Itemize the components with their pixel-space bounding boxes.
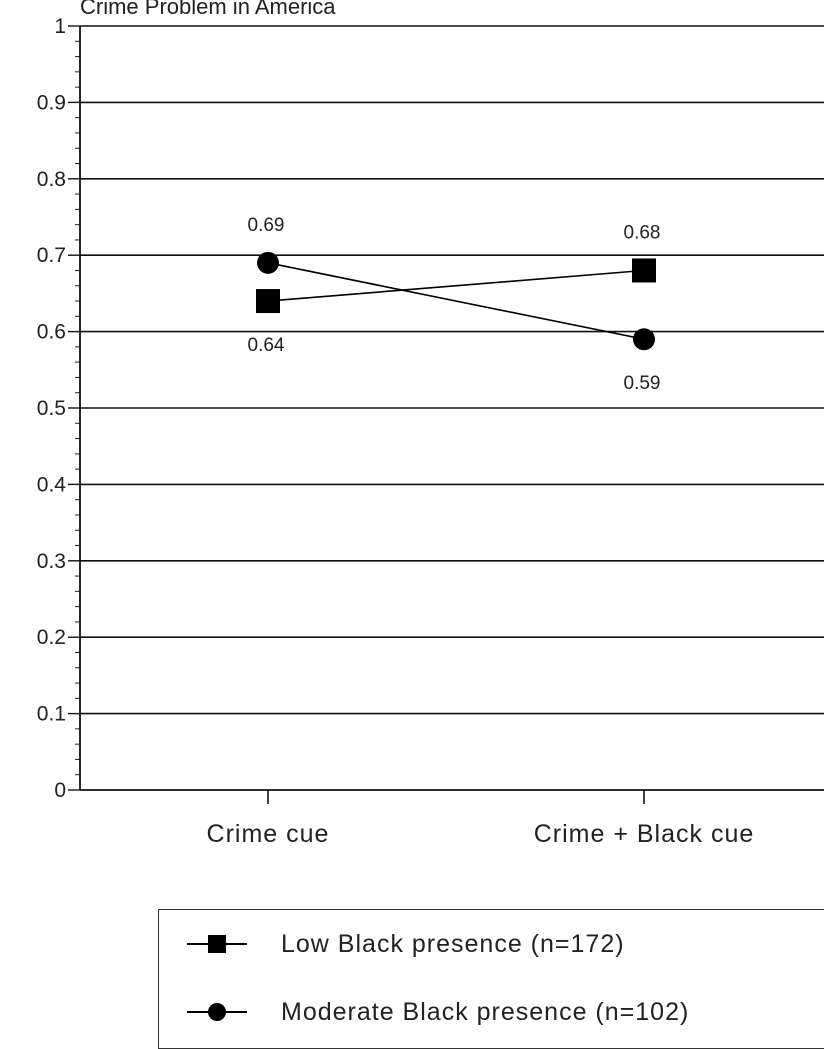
legend-label-moderate: Moderate Black presence (n=102) [281, 997, 690, 1026]
y-tick-label: 0 [54, 779, 66, 802]
circle-marker [257, 251, 279, 274]
gridlines [80, 25, 824, 715]
y-tick-label: 0.1 [37, 703, 66, 726]
series-line [267, 262, 645, 341]
x-tick-label: Crime cue [207, 820, 330, 848]
legend: Low Black presence (n=172) Moderate Blac… [158, 909, 824, 1049]
series-line [267, 269, 645, 302]
legend-item-moderate: Moderate Black presence (n=102) [187, 992, 689, 1032]
square-marker [632, 258, 656, 283]
legend-label-low: Low Black presence (n=172) [281, 929, 625, 958]
data-label: 0.69 [248, 215, 285, 236]
x-tick-label: Crime + Black cue [534, 820, 755, 848]
y-tick-label: 0.7 [37, 244, 66, 267]
series [256, 251, 656, 351]
legend-square-marker-icon [187, 924, 247, 964]
data-label: 0.64 [248, 335, 285, 356]
x-tick-labels: Crime cue Crime + Black cue [207, 820, 755, 848]
data-labels: 0.64 0.68 0.69 0.59 [248, 215, 661, 394]
y-tick-label: 1 [54, 15, 66, 38]
legend-item-low: Low Black presence (n=172) [187, 924, 625, 964]
y-tick-label: 0.6 [37, 321, 66, 344]
circle-marker [633, 328, 655, 351]
axes [68, 25, 824, 804]
y-tick-label: 0.9 [37, 91, 66, 114]
y-tick-label: 0.2 [37, 626, 66, 649]
y-tick-labels: 0 0.1 0.2 0.3 0.4 0.5 0.6 0.7 0.8 0.9 1 [37, 15, 67, 802]
chart-title: Crime Problem in America [80, 0, 336, 19]
legend-circle-marker-icon [187, 992, 247, 1032]
y-tick-label: 0.3 [37, 550, 66, 573]
data-label: 0.59 [624, 373, 661, 394]
y-tick-label: 0.4 [37, 473, 67, 496]
y-tick-label: 0.8 [37, 168, 66, 191]
data-label: 0.68 [624, 222, 661, 243]
square-marker [256, 289, 280, 314]
y-tick-label: 0.5 [37, 397, 66, 420]
